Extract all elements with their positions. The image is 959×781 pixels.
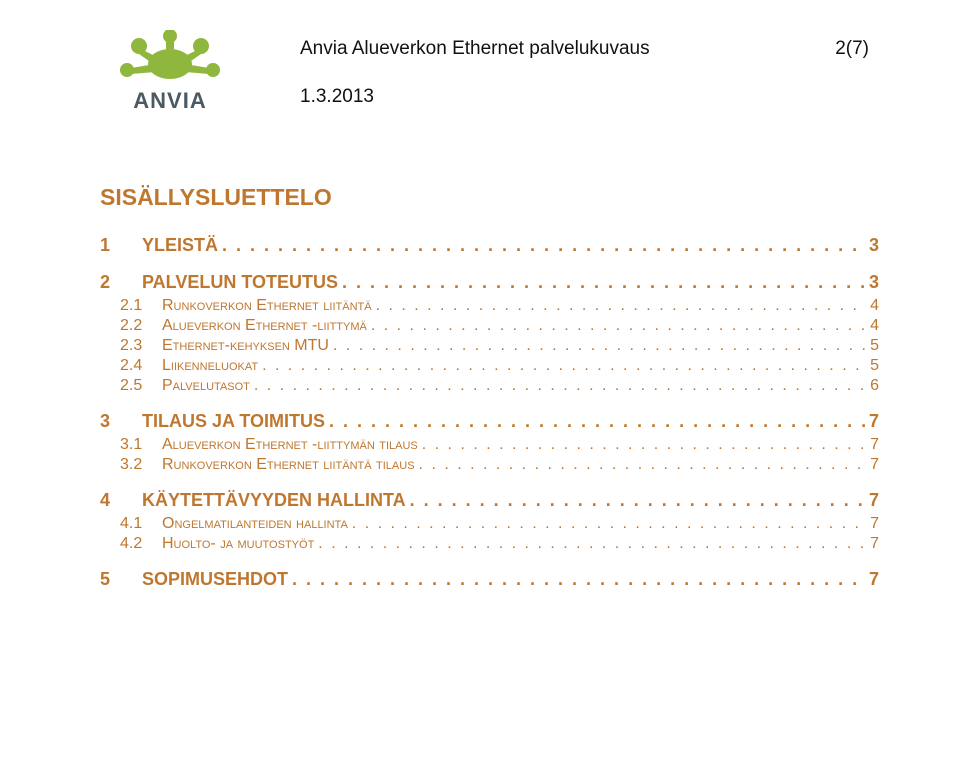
toc-entry-label: YLEISTÄ xyxy=(142,235,218,256)
table-of-contents: 1YLEISTÄ. . . . . . . . . . . . . . . . … xyxy=(100,235,879,590)
toc-entry-label: Huolto- ja muutostyöt xyxy=(162,535,314,553)
toc-entry-number: 2.3 xyxy=(100,337,162,355)
toc-entry-label: Ongelmatilanteiden hallinta xyxy=(162,515,348,533)
toc-entry-page: 7 xyxy=(865,490,879,511)
toc-leader-dots: . . . . . . . . . . . . . . . . . . . . … xyxy=(288,569,865,590)
toc-entry-page: 7 xyxy=(866,436,879,454)
toc-entry-label: Liikenneluokat xyxy=(162,357,258,375)
toc-leader-dots: . . . . . . . . . . . . . . . . . . . . … xyxy=(338,272,865,293)
logo-splash-icon xyxy=(115,30,225,86)
toc-entry[interactable]: 1YLEISTÄ. . . . . . . . . . . . . . . . … xyxy=(100,235,879,256)
toc-leader-dots: . . . . . . . . . . . . . . . . . . . . … xyxy=(348,515,866,533)
toc-entry-number: 2.4 xyxy=(100,357,162,375)
toc-heading: SISÄLLYSLUETTELO xyxy=(100,184,879,211)
toc-entry[interactable]: 5SOPIMUSEHDOT. . . . . . . . . . . . . .… xyxy=(100,569,879,590)
document-title: Anvia Alueverkon Ethernet palvelukuvaus xyxy=(300,38,835,60)
toc-entry-page: 7 xyxy=(866,535,879,553)
toc-entry-label: Alueverkon Ethernet -liittymän tilaus xyxy=(162,436,418,454)
toc-entry-label: Palvelutasot xyxy=(162,377,250,395)
toc-entry[interactable]: 4KÄYTETTÄVYYDEN HALLINTA. . . . . . . . … xyxy=(100,490,879,511)
toc-entry-page: 4 xyxy=(866,317,879,335)
toc-entry[interactable]: 2.4Liikenneluokat. . . . . . . . . . . .… xyxy=(100,357,879,375)
toc-entry-number: 2.2 xyxy=(100,317,162,335)
toc-entry-number: 4.1 xyxy=(100,515,162,533)
toc-leader-dots: . . . . . . . . . . . . . . . . . . . . … xyxy=(325,411,865,432)
toc-entry-label: Runkoverkon Ethernet liitäntä tilaus xyxy=(162,456,415,474)
logo: ANVIA xyxy=(100,30,240,114)
toc-entry-number: 5 xyxy=(100,569,142,590)
toc-entry[interactable]: 2.5Palvelutasot. . . . . . . . . . . . .… xyxy=(100,377,879,395)
page-indicator: 2(7) xyxy=(835,30,879,60)
page-header: ANVIA Anvia Alueverkon Ethernet palveluk… xyxy=(100,30,879,114)
toc-entry-number: 3.1 xyxy=(100,436,162,454)
toc-entry-page: 7 xyxy=(866,515,879,533)
toc-leader-dots: . . . . . . . . . . . . . . . . . . . . … xyxy=(250,377,866,395)
toc-leader-dots: . . . . . . . . . . . . . . . . . . . . … xyxy=(372,297,867,315)
toc-entry-label: KÄYTETTÄVYYDEN HALLINTA xyxy=(142,490,406,511)
toc-entry[interactable]: 3TILAUS JA TOIMITUS. . . . . . . . . . .… xyxy=(100,411,879,432)
toc-entry[interactable]: 4.1Ongelmatilanteiden hallinta. . . . . … xyxy=(100,515,879,533)
toc-entry-page: 3 xyxy=(865,272,879,293)
header-center: Anvia Alueverkon Ethernet palvelukuvaus … xyxy=(240,30,835,108)
toc-entry[interactable]: 2.3Ethernet-kehyksen MTU. . . . . . . . … xyxy=(100,337,879,355)
toc-entry-number: 2.1 xyxy=(100,297,162,315)
toc-entry-page: 3 xyxy=(865,235,879,256)
toc-entry-number: 1 xyxy=(100,235,142,256)
toc-leader-dots: . . . . . . . . . . . . . . . . . . . . … xyxy=(258,357,866,375)
toc-entry-number: 2.5 xyxy=(100,377,162,395)
toc-entry-label: Ethernet-kehyksen MTU xyxy=(162,337,329,355)
toc-entry-page: 7 xyxy=(865,411,879,432)
toc-leader-dots: . . . . . . . . . . . . . . . . . . . . … xyxy=(329,337,866,355)
toc-entry-page: 5 xyxy=(866,337,879,355)
logo-text: ANVIA xyxy=(133,88,206,114)
toc-entry[interactable]: 4.2Huolto- ja muutostyöt. . . . . . . . … xyxy=(100,535,879,553)
toc-entry-number: 4 xyxy=(100,490,142,511)
toc-entry[interactable]: 2.2Alueverkon Ethernet -liittymä. . . . … xyxy=(100,317,879,335)
toc-entry-page: 5 xyxy=(866,357,879,375)
toc-entry-page: 7 xyxy=(866,456,879,474)
toc-entry-page: 7 xyxy=(865,569,879,590)
toc-entry[interactable]: 3.1Alueverkon Ethernet -liittymän tilaus… xyxy=(100,436,879,454)
document-date: 1.3.2013 xyxy=(300,86,835,108)
toc-entry-number: 4.2 xyxy=(100,535,162,553)
toc-leader-dots: . . . . . . . . . . . . . . . . . . . . … xyxy=(415,456,867,474)
toc-leader-dots: . . . . . . . . . . . . . . . . . . . . … xyxy=(418,436,866,454)
toc-leader-dots: . . . . . . . . . . . . . . . . . . . . … xyxy=(218,235,865,256)
toc-entry[interactable]: 3.2Runkoverkon Ethernet liitäntä tilaus.… xyxy=(100,456,879,474)
toc-entry-label: Alueverkon Ethernet -liittymä xyxy=(162,317,367,335)
toc-leader-dots: . . . . . . . . . . . . . . . . . . . . … xyxy=(314,535,866,553)
toc-leader-dots: . . . . . . . . . . . . . . . . . . . . … xyxy=(367,317,866,335)
toc-entry-label: SOPIMUSEHDOT xyxy=(142,569,288,590)
toc-entry-label: TILAUS JA TOIMITUS xyxy=(142,411,325,432)
toc-entry-label: Runkoverkon Ethernet liitäntä xyxy=(162,297,372,315)
toc-leader-dots: . . . . . . . . . . . . . . . . . . . . … xyxy=(406,490,865,511)
toc-entry-number: 2 xyxy=(100,272,142,293)
toc-entry[interactable]: 2.1Runkoverkon Ethernet liitäntä. . . . … xyxy=(100,297,879,315)
toc-entry-number: 3.2 xyxy=(100,456,162,474)
toc-entry-number: 3 xyxy=(100,411,142,432)
toc-entry-page: 4 xyxy=(866,297,879,315)
toc-entry-label: PALVELUN TOTEUTUS xyxy=(142,272,338,293)
toc-entry-page: 6 xyxy=(866,377,879,395)
toc-entry[interactable]: 2PALVELUN TOTEUTUS. . . . . . . . . . . … xyxy=(100,272,879,293)
